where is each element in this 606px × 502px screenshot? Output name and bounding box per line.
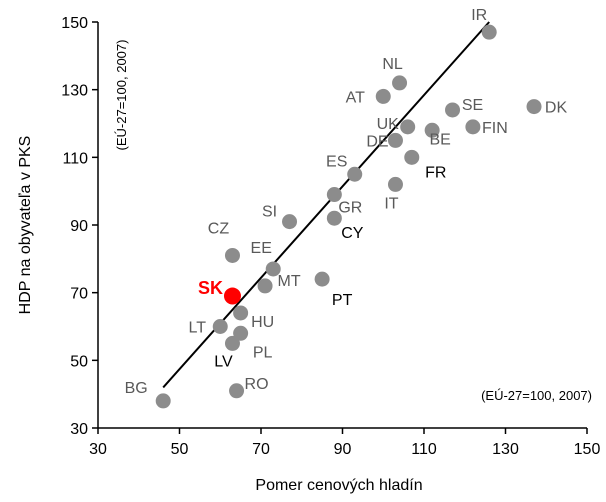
y-tick-label: 110 xyxy=(62,150,88,167)
point-si xyxy=(282,214,298,230)
point-bg xyxy=(155,393,171,409)
point-label-hu: HU xyxy=(251,314,274,331)
point-label-lt: LT xyxy=(189,320,207,337)
point-at xyxy=(375,88,391,104)
point-ro xyxy=(229,383,245,399)
y-tick-label: 130 xyxy=(61,83,88,100)
point-label-it: IT xyxy=(384,195,398,212)
point-se xyxy=(445,102,461,118)
y-ticks: 30 50 70 90 110 130 150 xyxy=(61,15,98,438)
point-lv xyxy=(224,335,240,351)
point-label-se: SE xyxy=(462,97,483,114)
y-tick-label: 90 xyxy=(70,218,88,235)
y-tick-label: 70 xyxy=(70,286,88,303)
point-label-nl: NL xyxy=(382,56,403,73)
x-tick-label: 30 xyxy=(89,441,107,458)
point-dk xyxy=(526,99,542,115)
x-axis-title: Pomer cenových hladín xyxy=(255,477,422,494)
point-fin xyxy=(465,119,481,135)
x-axis-note: (EÚ-27=100, 2007) xyxy=(481,388,592,403)
x-tick-label: 130 xyxy=(492,441,519,458)
point-sk xyxy=(223,287,241,305)
point-labels: IR NL AT SE DK UK FIN BE DE FR ES IT GR CY SI CZ EE MT PT S… xyxy=(125,7,568,397)
x-tick-label: 50 xyxy=(171,441,189,458)
point-label-dk: DK xyxy=(545,100,568,117)
point-hu xyxy=(233,305,249,321)
point-pt xyxy=(314,271,330,287)
point-label-pl: PL xyxy=(253,344,273,361)
point-gr xyxy=(326,187,342,203)
point-label-bg: BG xyxy=(125,380,148,397)
point-label-ee: EE xyxy=(251,240,272,257)
point-label-uk: UK xyxy=(377,116,400,133)
x-tick-label: 110 xyxy=(411,441,437,458)
y-tick-label: 50 xyxy=(70,353,88,370)
point-ir xyxy=(481,24,497,40)
point-label-sk: SK xyxy=(198,278,223,298)
y-tick-label: 30 xyxy=(70,421,88,438)
point-fr xyxy=(404,149,420,165)
x-tick-label: 70 xyxy=(252,441,270,458)
point-nl xyxy=(392,75,408,91)
point-cz xyxy=(224,247,240,263)
x-tick-label: 90 xyxy=(334,441,352,458)
point-label-fin: FIN xyxy=(482,120,508,137)
point-de xyxy=(387,132,403,148)
trendline xyxy=(162,21,490,389)
x-tick-label: 150 xyxy=(574,441,601,458)
point-label-pt: PT xyxy=(332,292,353,309)
point-be xyxy=(424,122,440,138)
point-ee xyxy=(265,261,281,277)
point-cy xyxy=(326,210,342,226)
point-label-ir: IR xyxy=(471,7,487,24)
y-tick-label: 150 xyxy=(61,15,88,32)
point-label-es: ES xyxy=(326,153,347,170)
point-lt xyxy=(212,319,228,334)
x-ticks: 30 50 70 90 110 130 150 xyxy=(89,428,600,458)
point-label-si: SI xyxy=(262,204,277,221)
point-label-cz: CZ xyxy=(208,220,230,237)
point-label-fr: FR xyxy=(425,164,446,181)
point-es xyxy=(347,166,363,182)
point-label-de: DE xyxy=(366,133,388,150)
point-label-lv: LV xyxy=(214,353,233,370)
point-label-ro: RO xyxy=(245,376,269,393)
point-mt xyxy=(257,278,273,294)
point-pl xyxy=(233,325,249,341)
point-label-be: BE xyxy=(429,131,450,148)
point-uk xyxy=(400,119,416,135)
point-it xyxy=(387,176,403,192)
y-axis-title: HDP na obyvateľa v PKS xyxy=(17,136,34,315)
point-label-mt: MT xyxy=(278,273,301,290)
point-label-gr: GR xyxy=(338,200,362,217)
y-axis-note: (EÚ-27=100, 2007) xyxy=(114,40,129,151)
point-label-cy: CY xyxy=(341,225,364,242)
point-label-at: AT xyxy=(346,89,365,106)
data-points xyxy=(155,24,542,409)
